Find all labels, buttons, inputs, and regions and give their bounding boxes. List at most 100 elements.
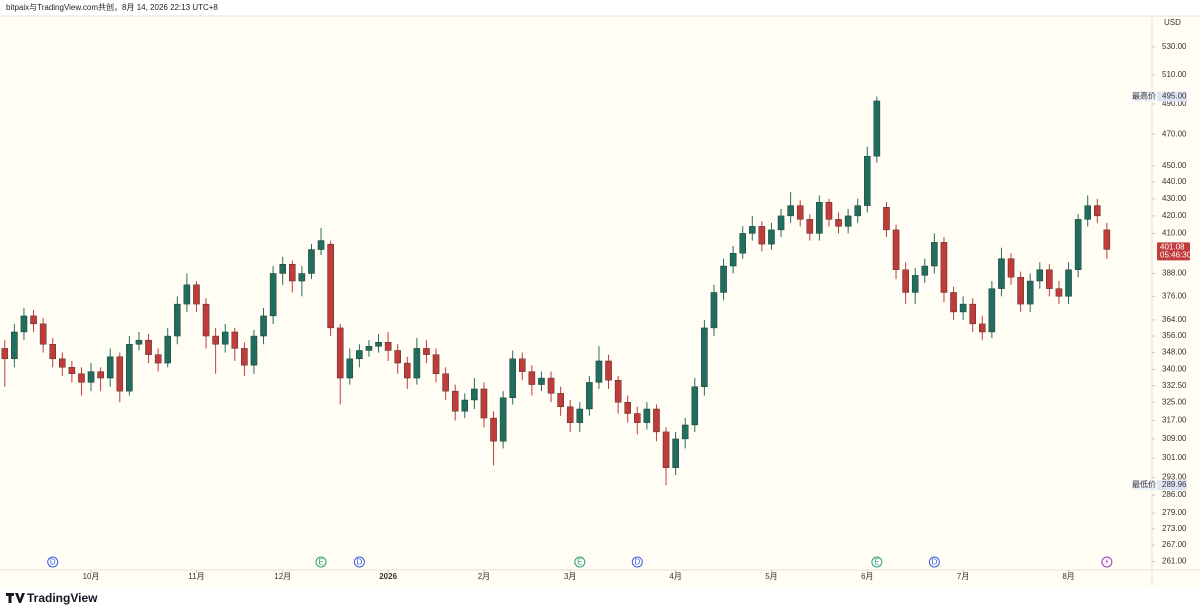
price-marker-bg [1132, 480, 1156, 491]
candle-body [701, 327, 708, 387]
price-marker-value: 495.00 [1162, 92, 1187, 101]
candle-body [480, 388, 488, 419]
x-tick-label: 7月 [957, 572, 969, 581]
candle-body [183, 284, 191, 305]
y-tick-label: 440.00 [1162, 177, 1187, 186]
candle-body [979, 323, 986, 333]
candle-body [1036, 269, 1044, 282]
event-marker [353, 556, 365, 568]
candle-body [691, 386, 699, 426]
price-marker-title: 最低价 [1132, 479, 1156, 489]
candle-body [404, 362, 411, 379]
candle-body [519, 358, 526, 372]
event-marker [1101, 556, 1113, 568]
candle-body [844, 215, 852, 227]
candle-body [911, 275, 919, 293]
candle-body [375, 341, 382, 347]
candles [1, 96, 1111, 486]
candle-body [787, 205, 794, 217]
candle-body [365, 346, 373, 351]
candle-body [126, 344, 133, 392]
candle-body [969, 303, 976, 325]
y-tick-label: 286.00 [1162, 490, 1187, 499]
currency-label: USD [1164, 18, 1181, 27]
candle-body [681, 424, 689, 440]
candle-body [902, 269, 909, 293]
candle-body [605, 360, 612, 381]
candle-body [97, 371, 104, 379]
candle-body [653, 408, 660, 433]
candle-body [595, 360, 603, 383]
candle-body [336, 327, 344, 379]
last-price-bg [1157, 242, 1190, 261]
candle-body [451, 390, 459, 412]
candle-body [749, 226, 756, 234]
candle-body [768, 229, 775, 245]
candle-body [174, 303, 181, 337]
candle-body [873, 100, 881, 157]
y-tick-label: 510.00 [1162, 70, 1187, 79]
candle-body [1103, 229, 1111, 250]
candle-body [643, 408, 651, 423]
candle-body [164, 335, 171, 364]
candle-body [547, 377, 555, 394]
candle-body [739, 233, 746, 254]
candle-body [576, 408, 584, 423]
y-tick-label: 410.00 [1162, 229, 1187, 238]
candle-body [806, 219, 814, 234]
event-label: D [634, 558, 640, 567]
candle-body [260, 315, 267, 337]
candle-body [413, 348, 421, 379]
y-tick-label: 267.00 [1162, 540, 1187, 549]
candle-body [442, 373, 449, 392]
candle-body [509, 358, 516, 398]
candle-body [854, 205, 861, 217]
y-tick-label: 530.00 [1162, 42, 1187, 51]
candle-body [959, 303, 967, 313]
candle-body [49, 344, 56, 360]
candle-body [998, 258, 1005, 289]
candle-body [250, 335, 258, 366]
x-tick-label: 12月 [274, 572, 291, 581]
event-label: ⚡ [1104, 558, 1110, 567]
candle-body [154, 354, 162, 364]
candle-body [1084, 205, 1091, 220]
candle-body [384, 341, 392, 351]
candle-body [1055, 288, 1063, 297]
event-label: E [874, 558, 879, 567]
price-marker-bg [1132, 91, 1156, 102]
candle-body [461, 399, 469, 412]
last-price-countdown: 05:46:30 [1160, 251, 1192, 260]
candle-body [614, 380, 622, 403]
candle-body [835, 219, 842, 227]
x-tick-label: 2026 [379, 572, 397, 581]
candle-body [221, 331, 229, 345]
candle-body [269, 273, 277, 317]
y-tick-label: 388.00 [1162, 269, 1187, 278]
price-marker-value: 289.96 [1162, 480, 1187, 489]
y-tick-label: 317.00 [1162, 415, 1187, 424]
y-tick-label: 325.00 [1162, 397, 1187, 406]
event-label: D [931, 558, 937, 567]
candle-body [796, 205, 804, 220]
candle-body [634, 413, 641, 423]
candle-body [20, 315, 28, 333]
candle-body [816, 201, 823, 234]
candle-body [11, 331, 18, 360]
candle-body [193, 284, 200, 305]
event-label: D [50, 558, 56, 567]
candle-body [135, 339, 143, 345]
x-tick-label: 3月 [564, 572, 576, 581]
y-tick-label: 279.00 [1162, 508, 1187, 517]
event-marker [928, 556, 940, 568]
price-marker-title: 最高价 [1132, 91, 1156, 101]
candle-body [106, 356, 114, 379]
candle-body [423, 348, 430, 355]
y-tick-label: 309.00 [1162, 434, 1187, 443]
candle-body [317, 240, 325, 250]
x-tick-label: 10月 [83, 572, 100, 581]
y-tick-label: 340.00 [1162, 365, 1187, 374]
event-marker [47, 556, 59, 568]
candle-body [758, 226, 766, 245]
